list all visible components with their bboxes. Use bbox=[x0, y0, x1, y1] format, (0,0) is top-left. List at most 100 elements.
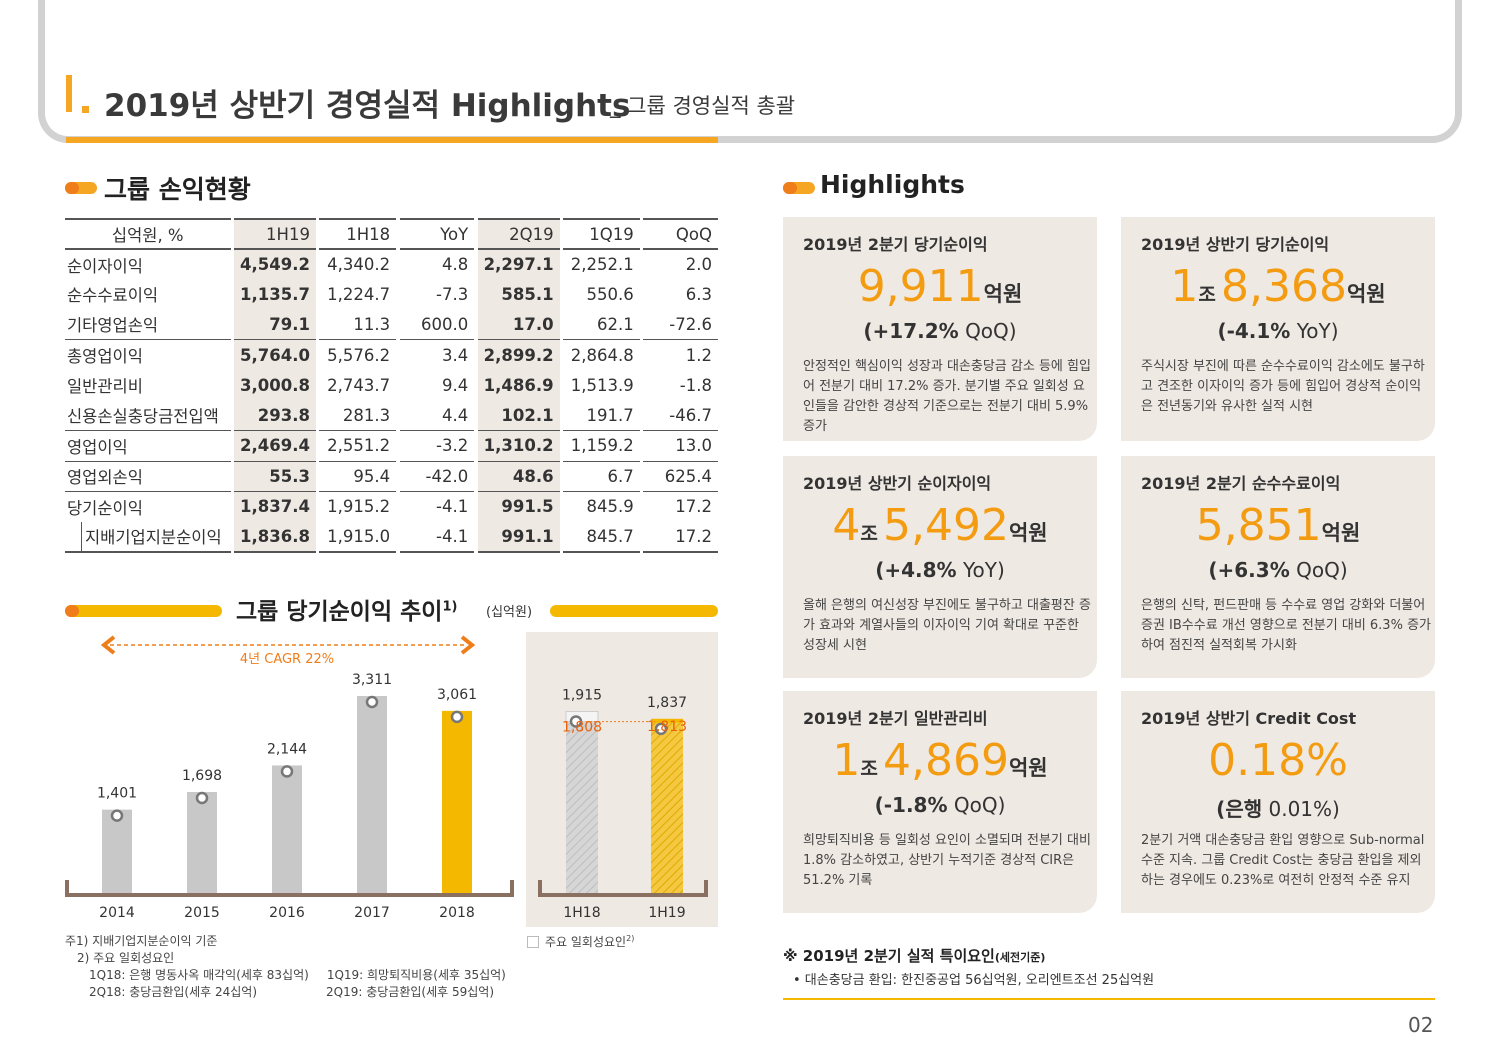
table-cell: 1,513.9 bbox=[570, 375, 634, 395]
chart-title-bar-left bbox=[65, 605, 222, 617]
highlight-card: 2019년 2분기 순수수료이익 5,851억원 (+6.3% QoQ) 은행의 신탁… bbox=[1121, 456, 1435, 678]
table-cell: 2,899.2 bbox=[477, 339, 560, 371]
table-cell: 625.4 bbox=[643, 461, 718, 492]
table-cell: 48.6 bbox=[477, 461, 560, 492]
table-cell: 585.1 bbox=[477, 279, 560, 310]
table-cell: -7.3 bbox=[436, 284, 469, 304]
table-cell: 1,224.7 bbox=[327, 284, 391, 304]
page-subtitle: _ 그룹 경영실적 총괄 bbox=[610, 94, 796, 118]
table-cell: 5,576.2 bbox=[327, 345, 391, 365]
table-cell: -42.0 bbox=[399, 461, 475, 492]
data-label: 1,401 bbox=[97, 786, 137, 802]
highlight-card-title: 2019년 2분기 순수수료이익 bbox=[1141, 474, 1341, 493]
tick-label: 1H18 bbox=[563, 905, 600, 921]
highlight-card: 2019년 2분기 일반관리비 1조 4,869억원 (-1.8% QoQ) 희망퇴직… bbox=[783, 691, 1097, 913]
highlight-card: 2019년 상반기 당기순이익 1조 8,368억원 (-4.1% YoY) 주식시장… bbox=[1121, 217, 1435, 441]
table-cell: -72.6 bbox=[643, 309, 718, 341]
highlight-change: (-4.1% YoY) bbox=[1217, 319, 1339, 343]
table-row: 기타영업손익 79.1 11.3 600.0 17.0 62.1 -72.6 bbox=[65, 309, 718, 341]
legend-swatch bbox=[527, 936, 539, 948]
table-cell: 845.9 bbox=[586, 497, 634, 517]
table-cell: 845.7 bbox=[563, 521, 640, 553]
row-label: 총영업이익 bbox=[67, 347, 143, 367]
table-row: 총영업이익 5,764.0 5,576.2 3.4 2,899.2 2,864.8 1.2 bbox=[65, 339, 718, 371]
table-row: 신용손실충당금전입액 293.8 281.3 4.4 102.1 191.7 -46.7 bbox=[65, 400, 718, 432]
highlight-value: 1조 4,869억원 bbox=[832, 735, 1048, 786]
bar bbox=[651, 718, 683, 893]
highlight-change: (+17.2% QoQ) bbox=[863, 319, 1017, 343]
header-numeral-dot bbox=[82, 106, 89, 113]
highlight-desc: 2분기 거액 대손충당금 환입 영향으로 Sub-normal 수준 지속. 그… bbox=[1141, 833, 1425, 888]
data-label: 1,837 bbox=[647, 695, 687, 711]
data-label-adjusted: 1,808 bbox=[562, 720, 602, 736]
one-off-segment bbox=[651, 718, 683, 723]
highlight-desc: 주식시장 부진에 따른 순수수료이익 감소에도 불구하고 견조한 이자이익 증가… bbox=[1141, 359, 1425, 414]
table-cell: 2,297.1 bbox=[477, 249, 560, 280]
col-header: 1Q19 bbox=[563, 218, 640, 250]
table-cell: 4.4 bbox=[399, 400, 475, 432]
bar bbox=[442, 710, 472, 893]
bar-marker bbox=[110, 809, 124, 822]
table-cell: -4.1 bbox=[436, 497, 469, 517]
legend-label: 주요 일회성요인2) bbox=[545, 934, 635, 949]
table-cell: 3.4 bbox=[441, 345, 469, 365]
row-label: 영업이익 bbox=[65, 430, 231, 462]
pl-table: 십억원, % 1H19 1H18 YoY 2Q19 1Q19 QoQ 순이자이익… bbox=[65, 218, 718, 553]
cagr-label: 4년 CAGR 22% bbox=[240, 652, 334, 667]
table-cell: 2,743.7 bbox=[327, 375, 391, 395]
table-row: 영업이익 2,469.4 2,551.2 -3.2 1,310.2 1,159.2 13.0 bbox=[65, 430, 718, 462]
highlights-title: Highlights bbox=[820, 170, 965, 199]
table-cell: 17.2 bbox=[643, 521, 718, 553]
table-cell: 4.8 bbox=[441, 255, 469, 275]
table-cell: 3,000.8 bbox=[234, 370, 316, 401]
col-header: 십억원, % bbox=[65, 218, 231, 250]
table-cell: 2.0 bbox=[685, 255, 712, 275]
data-label: 3,061 bbox=[437, 687, 477, 703]
table-cell: 95.4 bbox=[319, 461, 397, 492]
footnote-text: • 대손충당금 환입: 한진중공업 56십억원, 오리엔트조선 25십억원 bbox=[793, 973, 1155, 988]
table-cell: 191.7 bbox=[563, 400, 640, 432]
highlight-change: (+4.8% YoY) bbox=[875, 558, 1005, 582]
table-cell: 991.5 bbox=[477, 491, 560, 522]
table-cell: 991.1 bbox=[477, 521, 560, 553]
table-cell: -46.7 bbox=[643, 400, 718, 432]
table-cell: 1,837.4 bbox=[234, 491, 316, 522]
data-label: 2,144 bbox=[267, 741, 307, 757]
bar bbox=[566, 711, 598, 893]
chart-notes: 주1) 지배기업지분순이익 기준 2) 주요 일회성요인 1Q18: 은행 명동… bbox=[65, 933, 506, 1001]
note-line: 1Q18: 은행 명동사옥 매각익(세후 83십억) 1Q19: 희망퇴직비용(세… bbox=[89, 968, 506, 982]
col-header: YoY bbox=[399, 218, 475, 250]
footnote-divider bbox=[783, 998, 1435, 1000]
note-line: 2) 주요 일회성요인 bbox=[77, 951, 175, 965]
footnote-title: ※ 2019년 2분기 실적 특이요인(세전기준) bbox=[783, 947, 1046, 965]
table-cell: 102.1 bbox=[477, 400, 560, 432]
bar bbox=[357, 695, 387, 893]
table-cell: -1.8 bbox=[679, 375, 712, 395]
note-line: 2Q18: 충당금환입(세후 24십억) 2Q19: 충당금환입(세후 59십억) bbox=[89, 985, 495, 999]
bar-marker bbox=[365, 695, 379, 709]
note-line: 주1) 지배기업지분순이익 기준 bbox=[65, 934, 218, 948]
highlight-card-title: 2019년 2분기 일반관리비 bbox=[803, 709, 988, 728]
table-cell: 9.4 bbox=[441, 375, 469, 395]
table-cell: -3.2 bbox=[399, 430, 475, 462]
section-pill-icon bbox=[783, 182, 815, 194]
tick-label: 2016 bbox=[269, 905, 305, 921]
table-row: 일반관리비 3,000.8 2,743.7 9.4 1,486.9 1,513.9 -1.8 bbox=[65, 370, 718, 401]
highlight-change: (+6.3% QoQ) bbox=[1208, 558, 1348, 582]
table-cell: 5,764.0 bbox=[234, 339, 316, 371]
pl-section-title: 그룹 손익현황 bbox=[104, 175, 251, 204]
table-cell: 1,135.7 bbox=[234, 279, 316, 310]
tick-label: 2018 bbox=[439, 905, 475, 921]
table-cell: 1,486.9 bbox=[477, 370, 560, 401]
chart-unit: (십억원) bbox=[486, 605, 533, 620]
header-divider bbox=[66, 137, 1436, 143]
col-header: 2Q19 bbox=[477, 218, 560, 250]
table-cell: 1,915.0 bbox=[319, 521, 397, 553]
table-cell: 6.7 bbox=[563, 461, 640, 492]
pl-table-header: 십억원, % 1H19 1H18 YoY 2Q19 1Q19 QoQ bbox=[65, 218, 718, 250]
table-cell: 4,340.2 bbox=[327, 255, 391, 275]
highlight-desc: 올해 은행의 여신성장 부진에도 불구하고 대출평잔 증가 효과와 계열사들의 … bbox=[803, 598, 1091, 653]
tick-label: 1H19 bbox=[648, 905, 685, 921]
bar bbox=[102, 809, 132, 893]
table-cell: 62.1 bbox=[563, 309, 640, 341]
